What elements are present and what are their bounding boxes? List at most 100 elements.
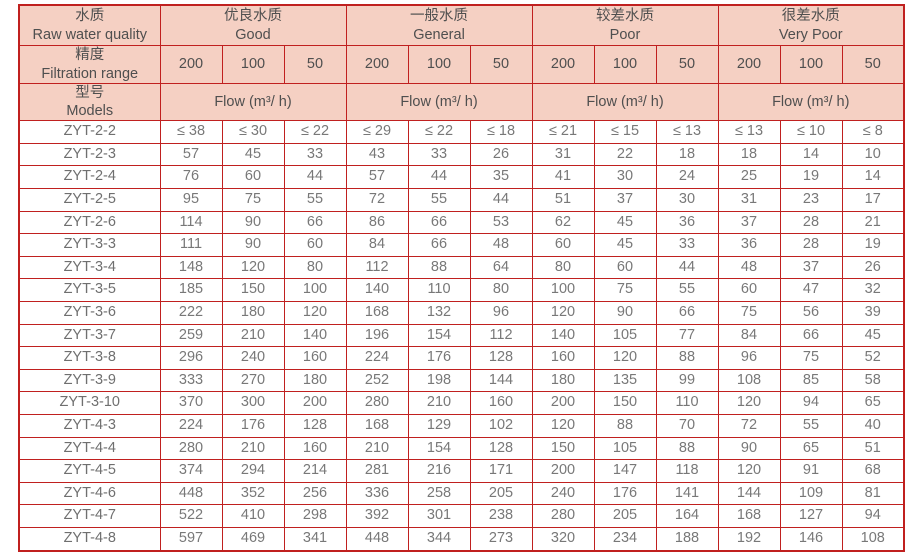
table-row: ZYT-4-8 597 469 341 448 344 273 320 234 188 192 146… [18,526,905,552]
flow-value-cell: 90 [593,301,657,325]
flow-value-cell: ≤ 38 [159,120,223,144]
flow-value-cell: 66 [779,323,843,348]
flow-value-cell: 95 [159,188,223,212]
flow-value-cell: 258 [407,481,471,506]
flow-value-cell: 120 [531,301,595,325]
table-row: ZYT-3-8 296 240 160 224 176 128 160 120 88 96 75 52 [18,346,905,370]
flow-value-cell: 44 [469,188,533,212]
flow-value-cell: 25 [717,165,781,190]
model-cell: ZYT-4-6 [18,481,161,506]
flow-value-cell: 144 [469,368,533,393]
flow-value-cell: 168 [345,301,409,325]
flow-value-cell: 37 [593,188,657,212]
model-cell: ZYT-3-3 [18,233,161,257]
flow-value-cell: 164 [655,504,719,528]
flow-value-cell: 28 [779,210,843,235]
flow-value-cell: 120 [283,301,347,325]
flow-value-cell: 72 [717,413,781,438]
model-cell: ZYT-4-5 [18,459,161,483]
flow-value-cell: 75 [221,188,285,212]
flow-value-cell: 86 [345,210,409,235]
quality-group-poor: 较差水质 Poor [531,4,719,46]
flow-value-cell: 10 [841,142,905,167]
quality-group-good-zh: 优良水质 [224,8,282,25]
flow-value-cell: 24 [655,165,719,190]
flow-value-cell: 300 [221,391,285,415]
flow-value-cell: 45 [593,233,657,257]
flow-value-cell: 22 [593,142,657,167]
corner-filtration-range-en: Filtration range [41,65,139,82]
flow-value-cell: 88 [655,436,719,461]
flow-value-cell: 341 [283,526,347,552]
flow-value-cell: 168 [345,413,409,438]
flow-value-cell: 80 [283,255,347,280]
flow-value-cell: 26 [841,255,905,280]
flow-value-cell: 68 [841,459,905,483]
flow-value-cell: 296 [159,346,223,370]
flow-value-cell: 154 [407,436,471,461]
flow-value-cell: 210 [221,436,285,461]
flow-value-cell: 75 [779,346,843,370]
flow-value-cell: 150 [221,278,285,302]
flow-value-cell: 53 [469,210,533,235]
flow-value-cell: ≤ 29 [345,120,409,144]
flow-value-cell: 55 [283,188,347,212]
flow-value-cell: 37 [779,255,843,280]
flow-value-cell: 57 [345,165,409,190]
flow-value-cell: 129 [407,413,471,438]
flow-value-cell: 168 [717,504,781,528]
model-cell: ZYT-3-9 [18,368,161,393]
flow-value-cell: 77 [655,323,719,348]
flow-value-cell: 48 [717,255,781,280]
flow-value-cell: 105 [593,323,657,348]
flow-value-cell: 19 [841,233,905,257]
model-cell: ZYT-3-10 [18,391,161,415]
precision-header-cell: 200 [717,45,781,84]
table-row: ZYT-2-2 ≤ 38 ≤ 30 ≤ 22 ≤ 29 ≤ 22 ≤ 18 ≤ 21 ≤ 15 ≤… [18,120,905,144]
precision-header-cell: 50 [283,45,347,84]
flow-value-cell: 56 [779,301,843,325]
flow-value-cell: 210 [407,391,471,415]
flow-value-cell: 180 [283,368,347,393]
flow-header-cell: Flow (m³/ h) [531,82,719,122]
flow-value-cell: 270 [221,368,285,393]
table-row: ZYT-4-7 522 410 298 392 301 238 280 205 164 168 127… [18,504,905,528]
flow-value-cell: 238 [469,504,533,528]
model-cell: ZYT-4-8 [18,526,161,552]
flow-value-cell: 100 [531,278,595,302]
flow-value-cell: 273 [469,526,533,552]
flow-value-cell: 66 [407,233,471,257]
flow-value-cell: 57 [159,142,223,167]
table-row: ZYT-4-5 374 294 214 281 216 171 200 147 118 120 91 6… [18,459,905,483]
flow-value-cell: 88 [655,346,719,370]
flow-value-cell: 31 [717,188,781,212]
quality-group-general-zh: 一般水质 [410,8,468,25]
flow-value-cell: 18 [717,142,781,167]
flow-value-cell: ≤ 22 [283,120,347,144]
flow-value-cell: 112 [345,255,409,280]
flow-value-cell: 30 [593,165,657,190]
flow-value-cell: 31 [531,142,595,167]
flow-value-cell: 298 [283,504,347,528]
flow-value-cell: ≤ 22 [407,120,471,144]
flow-value-cell: 127 [779,504,843,528]
flow-value-cell: 128 [283,413,347,438]
flow-value-cell: 160 [469,391,533,415]
flow-value-cell: 60 [221,165,285,190]
flow-value-cell: 90 [717,436,781,461]
flow-value-cell: 44 [283,165,347,190]
header-row-water-quality: 水质 Raw water quality 优良水质 Good 一般水质 Gene… [18,4,905,46]
flow-value-cell: ≤ 18 [469,120,533,144]
flow-value-cell: 66 [283,210,347,235]
flow-value-cell: 410 [221,504,285,528]
flow-value-cell: 120 [531,413,595,438]
flow-value-cell: 58 [841,368,905,393]
flow-value-cell: 64 [469,255,533,280]
flow-value-cell: 150 [531,436,595,461]
flow-value-cell: 28 [779,233,843,257]
flow-value-cell: 224 [345,346,409,370]
flow-value-cell: 214 [283,459,347,483]
flow-value-cell: 192 [717,526,781,552]
flow-value-cell: 135 [593,368,657,393]
flow-value-cell: 522 [159,504,223,528]
